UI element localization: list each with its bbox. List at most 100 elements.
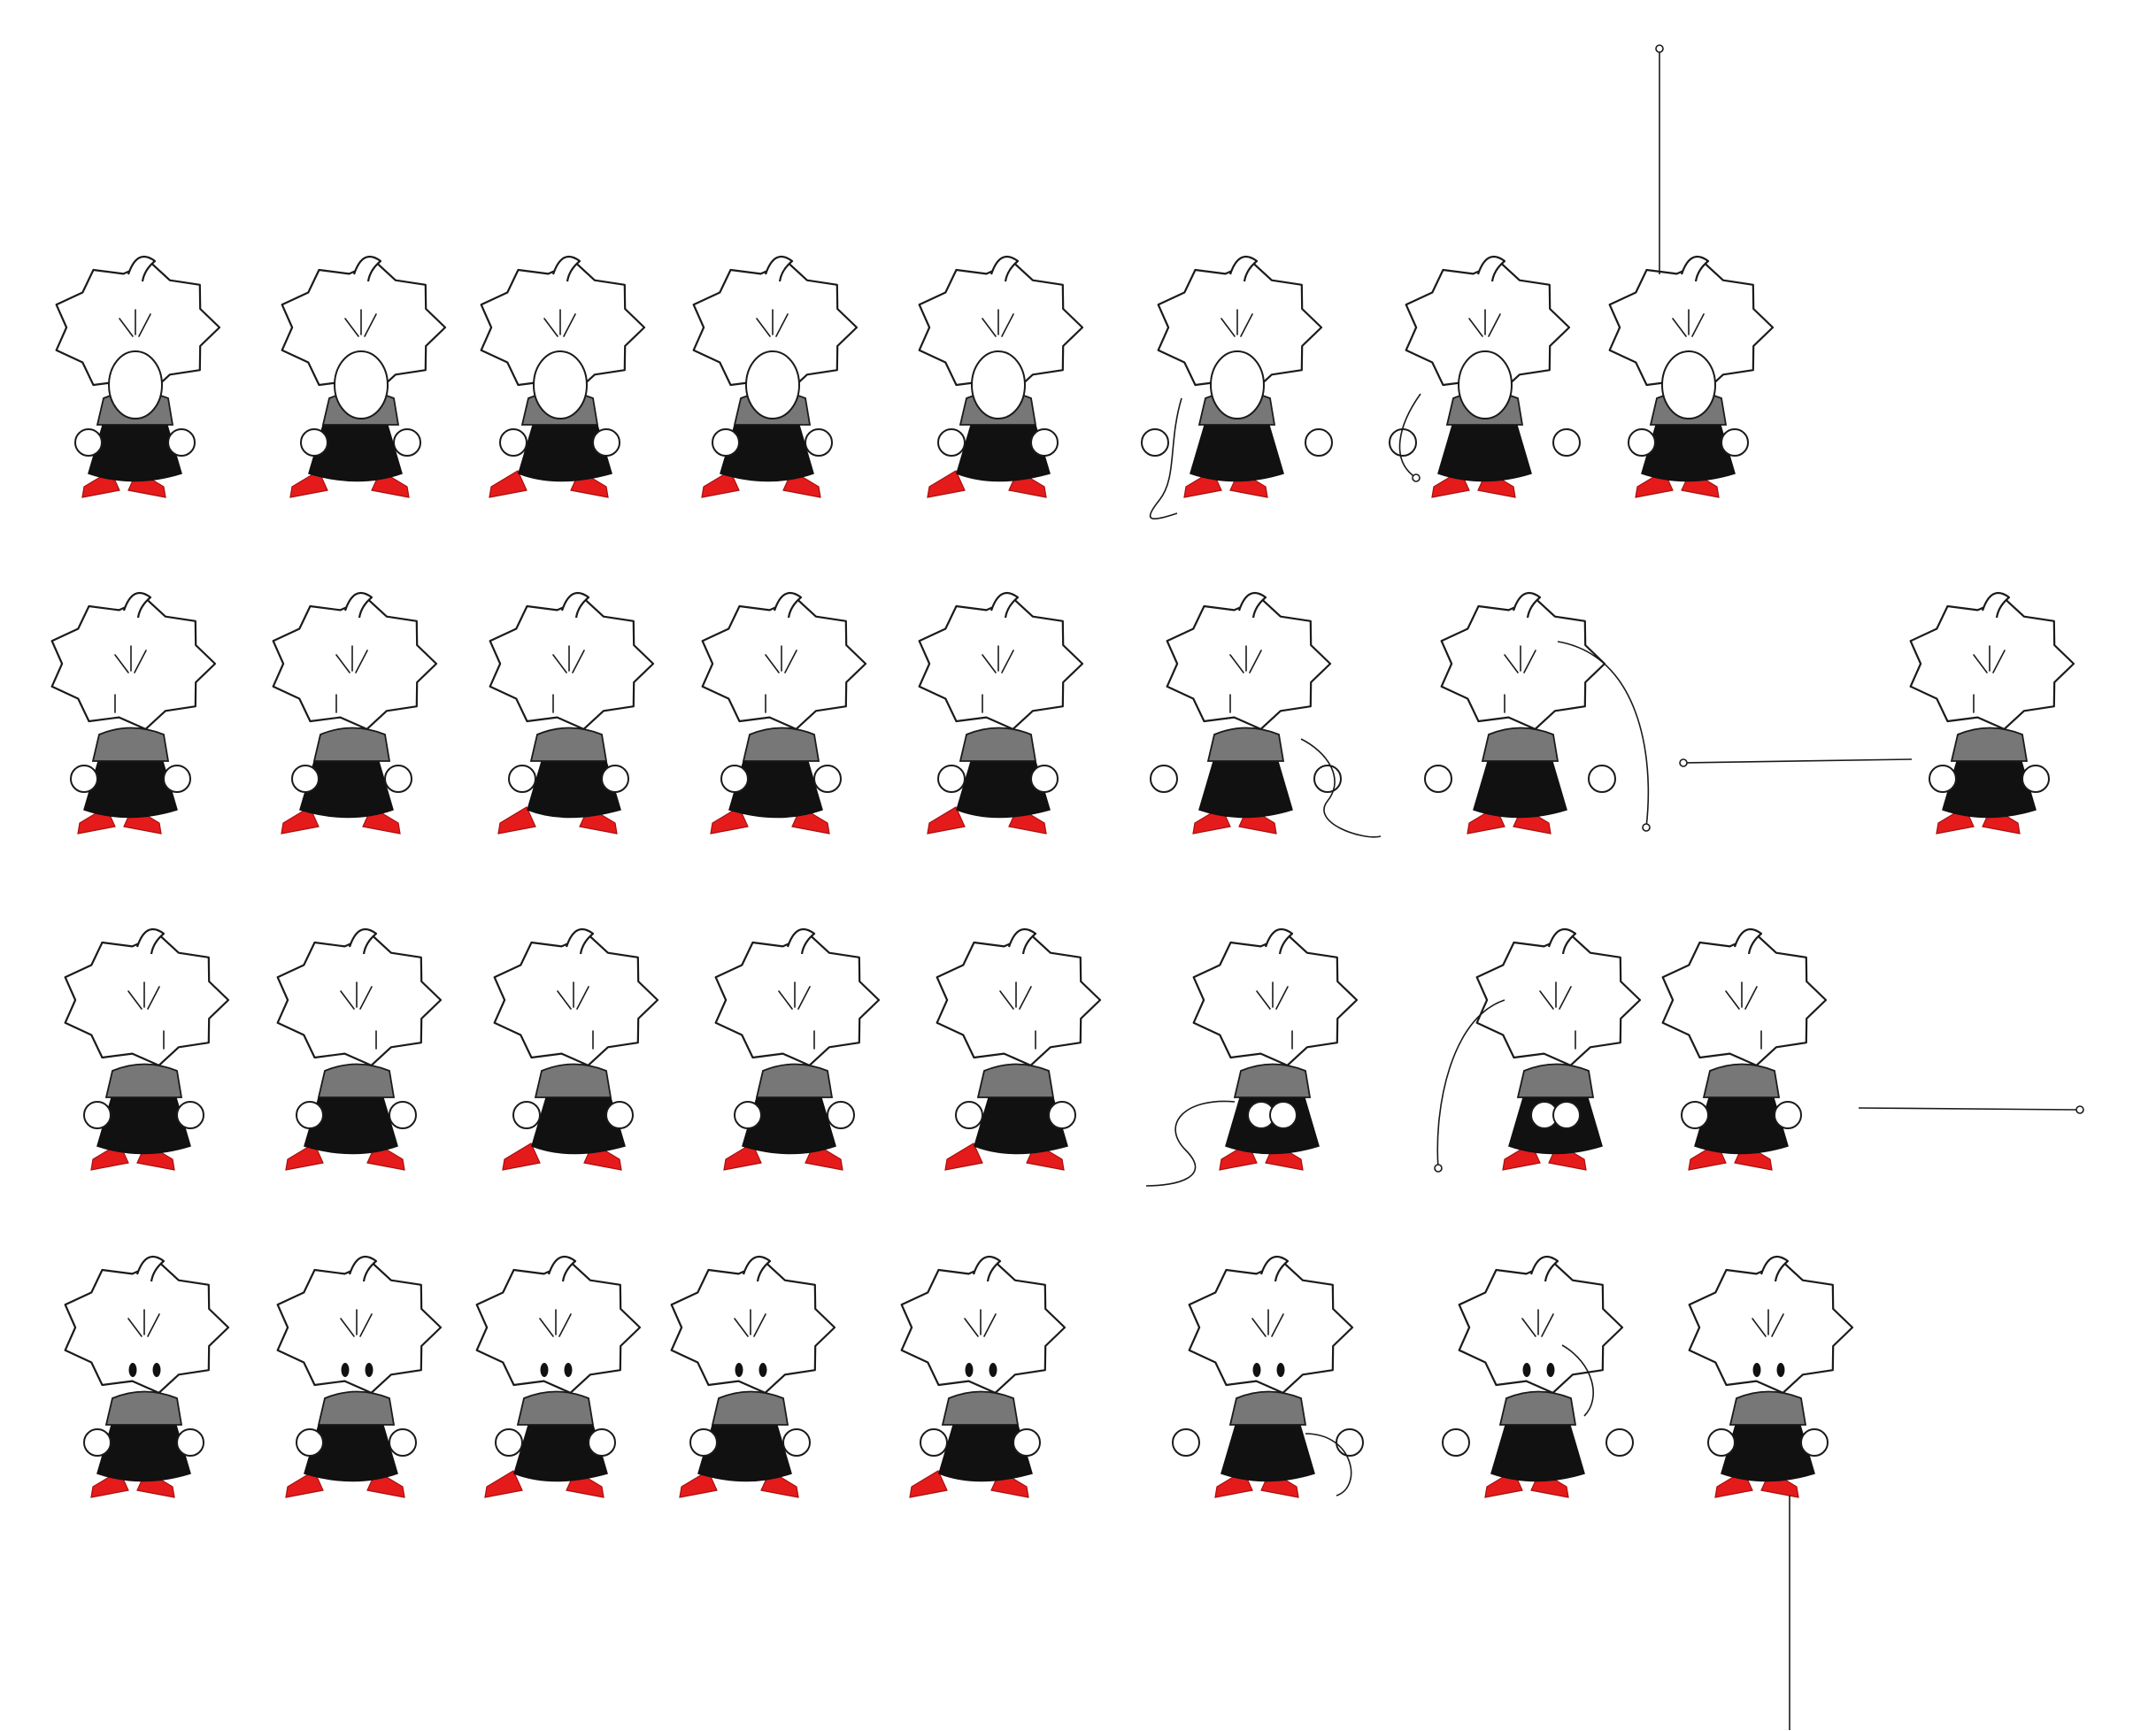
hand bbox=[1313, 765, 1342, 793]
hand bbox=[955, 1101, 983, 1129]
hand bbox=[1929, 765, 1957, 793]
eye bbox=[1776, 1363, 1785, 1377]
ahoge bbox=[551, 255, 581, 282]
shoe bbox=[484, 1470, 523, 1498]
hand bbox=[176, 1101, 204, 1129]
rope-lines bbox=[1145, 44, 2084, 1730]
hair-strand bbox=[1220, 309, 1253, 337]
hand bbox=[1172, 1428, 1200, 1457]
shoe bbox=[289, 470, 328, 498]
hair bbox=[1157, 261, 1323, 394]
sprite-back-stand bbox=[55, 255, 221, 498]
hand bbox=[300, 428, 328, 457]
hair bbox=[64, 934, 230, 1066]
hair bbox=[480, 261, 646, 394]
hair bbox=[900, 1261, 1066, 1394]
ahoge bbox=[348, 1255, 378, 1282]
hand bbox=[1442, 1428, 1470, 1457]
hand bbox=[592, 428, 620, 457]
eye bbox=[152, 1363, 161, 1377]
hair bbox=[50, 597, 217, 730]
hand bbox=[1150, 765, 1178, 793]
hair bbox=[692, 261, 859, 394]
sleeve bbox=[755, 1063, 834, 1098]
rope-knot bbox=[1655, 44, 1664, 53]
sprite-right-stand bbox=[64, 927, 230, 1171]
sprite-left-pull bbox=[1909, 591, 2075, 835]
ahoge bbox=[1259, 1255, 1290, 1282]
shoe bbox=[944, 1142, 983, 1171]
sleeve bbox=[104, 1063, 183, 1098]
shoe bbox=[285, 1470, 324, 1498]
hair-strand bbox=[756, 309, 789, 337]
ahoge bbox=[764, 255, 794, 282]
rope-curve bbox=[1149, 397, 1182, 519]
hand bbox=[1269, 1101, 1297, 1129]
sprite-left-walk bbox=[489, 591, 655, 835]
rope-knot bbox=[1412, 473, 1421, 482]
hair bbox=[1192, 934, 1359, 1066]
eye bbox=[758, 1363, 767, 1377]
shoe bbox=[710, 806, 749, 835]
hand bbox=[163, 765, 191, 793]
hair-strand bbox=[1672, 309, 1705, 337]
sleeve bbox=[1498, 1390, 1577, 1426]
hand bbox=[1424, 765, 1452, 793]
sleeve bbox=[1228, 1390, 1307, 1426]
rope-knot bbox=[1434, 1164, 1443, 1173]
hand bbox=[605, 1101, 634, 1129]
hair bbox=[670, 1261, 836, 1394]
hair-strand bbox=[778, 981, 811, 1010]
sprite-left-walk bbox=[272, 591, 438, 835]
sleeve bbox=[529, 727, 608, 762]
hand bbox=[1048, 1101, 1076, 1129]
shoe bbox=[502, 1142, 541, 1171]
hand bbox=[937, 765, 966, 793]
hand bbox=[296, 1428, 324, 1457]
sleeve bbox=[976, 1063, 1055, 1098]
hair bbox=[918, 597, 1084, 730]
hair-strand bbox=[1539, 981, 1572, 1010]
eye bbox=[735, 1363, 743, 1377]
hand bbox=[1336, 1428, 1364, 1457]
hand bbox=[588, 1428, 616, 1457]
eye bbox=[341, 1363, 350, 1377]
sleeve bbox=[516, 1390, 595, 1426]
hair bbox=[1909, 597, 2075, 730]
eye bbox=[1752, 1363, 1761, 1377]
hair bbox=[1475, 934, 1642, 1066]
hair-strand bbox=[765, 645, 797, 673]
sprite-back-walk bbox=[918, 255, 1084, 498]
sleeve bbox=[1516, 1063, 1595, 1098]
ahoge bbox=[560, 591, 590, 619]
hair-back bbox=[745, 350, 800, 419]
rope-line bbox=[1858, 1107, 2081, 1111]
hair bbox=[1188, 1261, 1354, 1394]
shoe bbox=[723, 1142, 762, 1171]
sprite-left-stand bbox=[50, 591, 217, 835]
hand bbox=[2021, 765, 2050, 793]
hand bbox=[296, 1101, 324, 1129]
ahoge bbox=[135, 927, 166, 955]
sleeve bbox=[1233, 1063, 1312, 1098]
hair-strand bbox=[1468, 309, 1501, 337]
ahoge bbox=[343, 591, 373, 619]
ahoge bbox=[1228, 255, 1259, 282]
rope-curve bbox=[1300, 738, 1382, 838]
sleeve bbox=[1481, 727, 1559, 762]
eye bbox=[989, 1363, 997, 1377]
hair-back bbox=[108, 350, 163, 419]
ahoge bbox=[1007, 927, 1037, 955]
hair-strand bbox=[1752, 1309, 1784, 1337]
hair-strand bbox=[114, 645, 147, 673]
hair-strand bbox=[999, 981, 1032, 1010]
hair bbox=[1458, 1261, 1624, 1394]
ahoge bbox=[773, 591, 803, 619]
hair bbox=[1166, 597, 1332, 730]
sprite-right-pull bbox=[1661, 927, 1828, 1171]
hand bbox=[1552, 428, 1581, 457]
hand bbox=[1800, 1428, 1829, 1457]
shoe bbox=[701, 470, 740, 498]
hand bbox=[1305, 428, 1333, 457]
sleeve bbox=[317, 1063, 396, 1098]
